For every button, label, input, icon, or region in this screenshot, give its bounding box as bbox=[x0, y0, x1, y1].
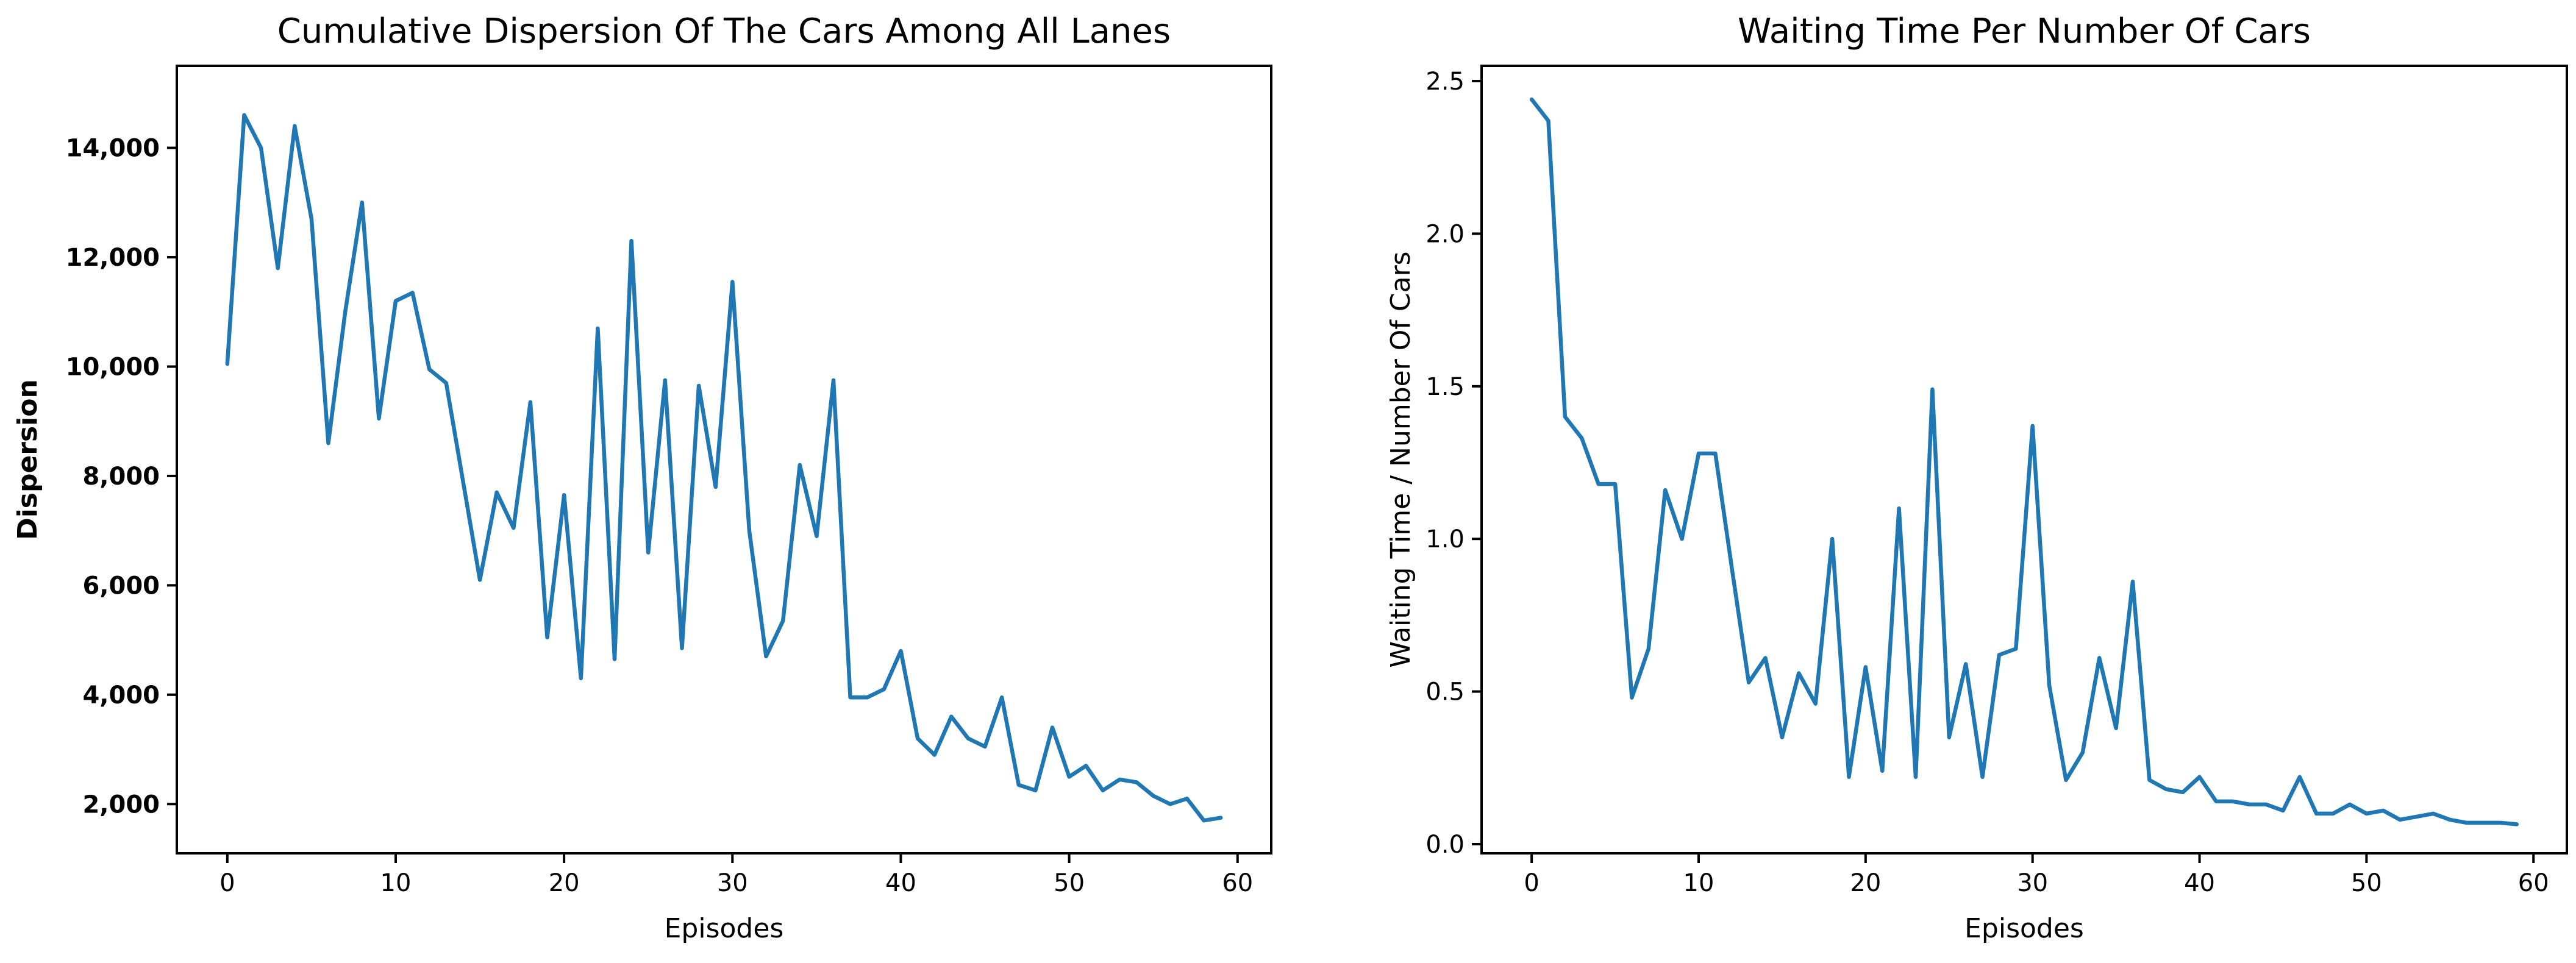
dispersion-y-tick-label: 12,000 bbox=[66, 244, 160, 272]
dispersion-y-tick-label: 2,000 bbox=[82, 791, 160, 819]
dispersion-y-tick-label: 8,000 bbox=[82, 463, 160, 491]
dispersion-x-tick-label: 10 bbox=[380, 869, 412, 897]
waiting-time-y-tick-label: 0.5 bbox=[1425, 678, 1465, 706]
dispersion-x-tick-label: 40 bbox=[885, 869, 916, 897]
waiting-time-y-tick-label: 1.0 bbox=[1425, 525, 1465, 553]
dispersion-x-axis-label: Episodes bbox=[665, 913, 784, 944]
waiting-time-x-axis-label: Episodes bbox=[1964, 913, 2084, 944]
dispersion-y-tick-label: 10,000 bbox=[66, 353, 160, 381]
dispersion-x-tick-label: 0 bbox=[219, 869, 235, 897]
waiting-time-plot-frame bbox=[1480, 65, 2568, 855]
dispersion-y-tick-label: 6,000 bbox=[82, 572, 160, 600]
waiting-time-x-tick-label: 60 bbox=[2518, 869, 2549, 897]
dispersion-x-tick-label: 50 bbox=[1054, 869, 1085, 897]
waiting-time-y-axis-label: Waiting Time / Number Of Cars bbox=[1385, 251, 1416, 667]
waiting-time-x-tick-label: 20 bbox=[1850, 869, 1881, 897]
waiting-time-x-tick-label: 0 bbox=[1524, 869, 1539, 897]
dispersion-x-tick-label: 60 bbox=[1222, 869, 1253, 897]
dispersion-chart: Cumulative Dispersion Of The Cars Among … bbox=[12, 12, 1272, 944]
dispersion-x-tick-label: 30 bbox=[717, 869, 748, 897]
waiting-time-x-tick-label: 40 bbox=[2184, 869, 2215, 897]
waiting-time-y-tick-label: 0.0 bbox=[1425, 831, 1465, 859]
dispersion-chart-title: Cumulative Dispersion Of The Cars Among … bbox=[277, 12, 1171, 51]
dispersion-y-axis-label: Dispersion bbox=[12, 379, 43, 540]
waiting-time-series-line bbox=[1529, 97, 2519, 826]
dispersion-y-tick-label: 4,000 bbox=[82, 681, 160, 709]
waiting-time-y-tick-label: 1.5 bbox=[1425, 373, 1465, 401]
dispersion-plot-frame bbox=[176, 65, 1272, 855]
waiting-time-y-tick-label: 2.0 bbox=[1425, 220, 1465, 248]
waiting-time-y-tick-label: 2.5 bbox=[1425, 68, 1465, 96]
waiting-time-x-tick-label: 10 bbox=[1683, 869, 1714, 897]
waiting-time-x-tick-label: 30 bbox=[2017, 869, 2048, 897]
dispersion-series-line bbox=[225, 113, 1223, 823]
waiting-time-chart-title: Waiting Time Per Number Of Cars bbox=[1738, 12, 2311, 51]
dispersion-y-tick-label: 14,000 bbox=[66, 135, 160, 163]
dispersion-x-tick-label: 20 bbox=[549, 869, 580, 897]
waiting-time-chart: Waiting Time Per Number Of Cars Episodes W… bbox=[1385, 12, 2568, 944]
waiting-time-x-tick-label: 50 bbox=[2351, 869, 2382, 897]
